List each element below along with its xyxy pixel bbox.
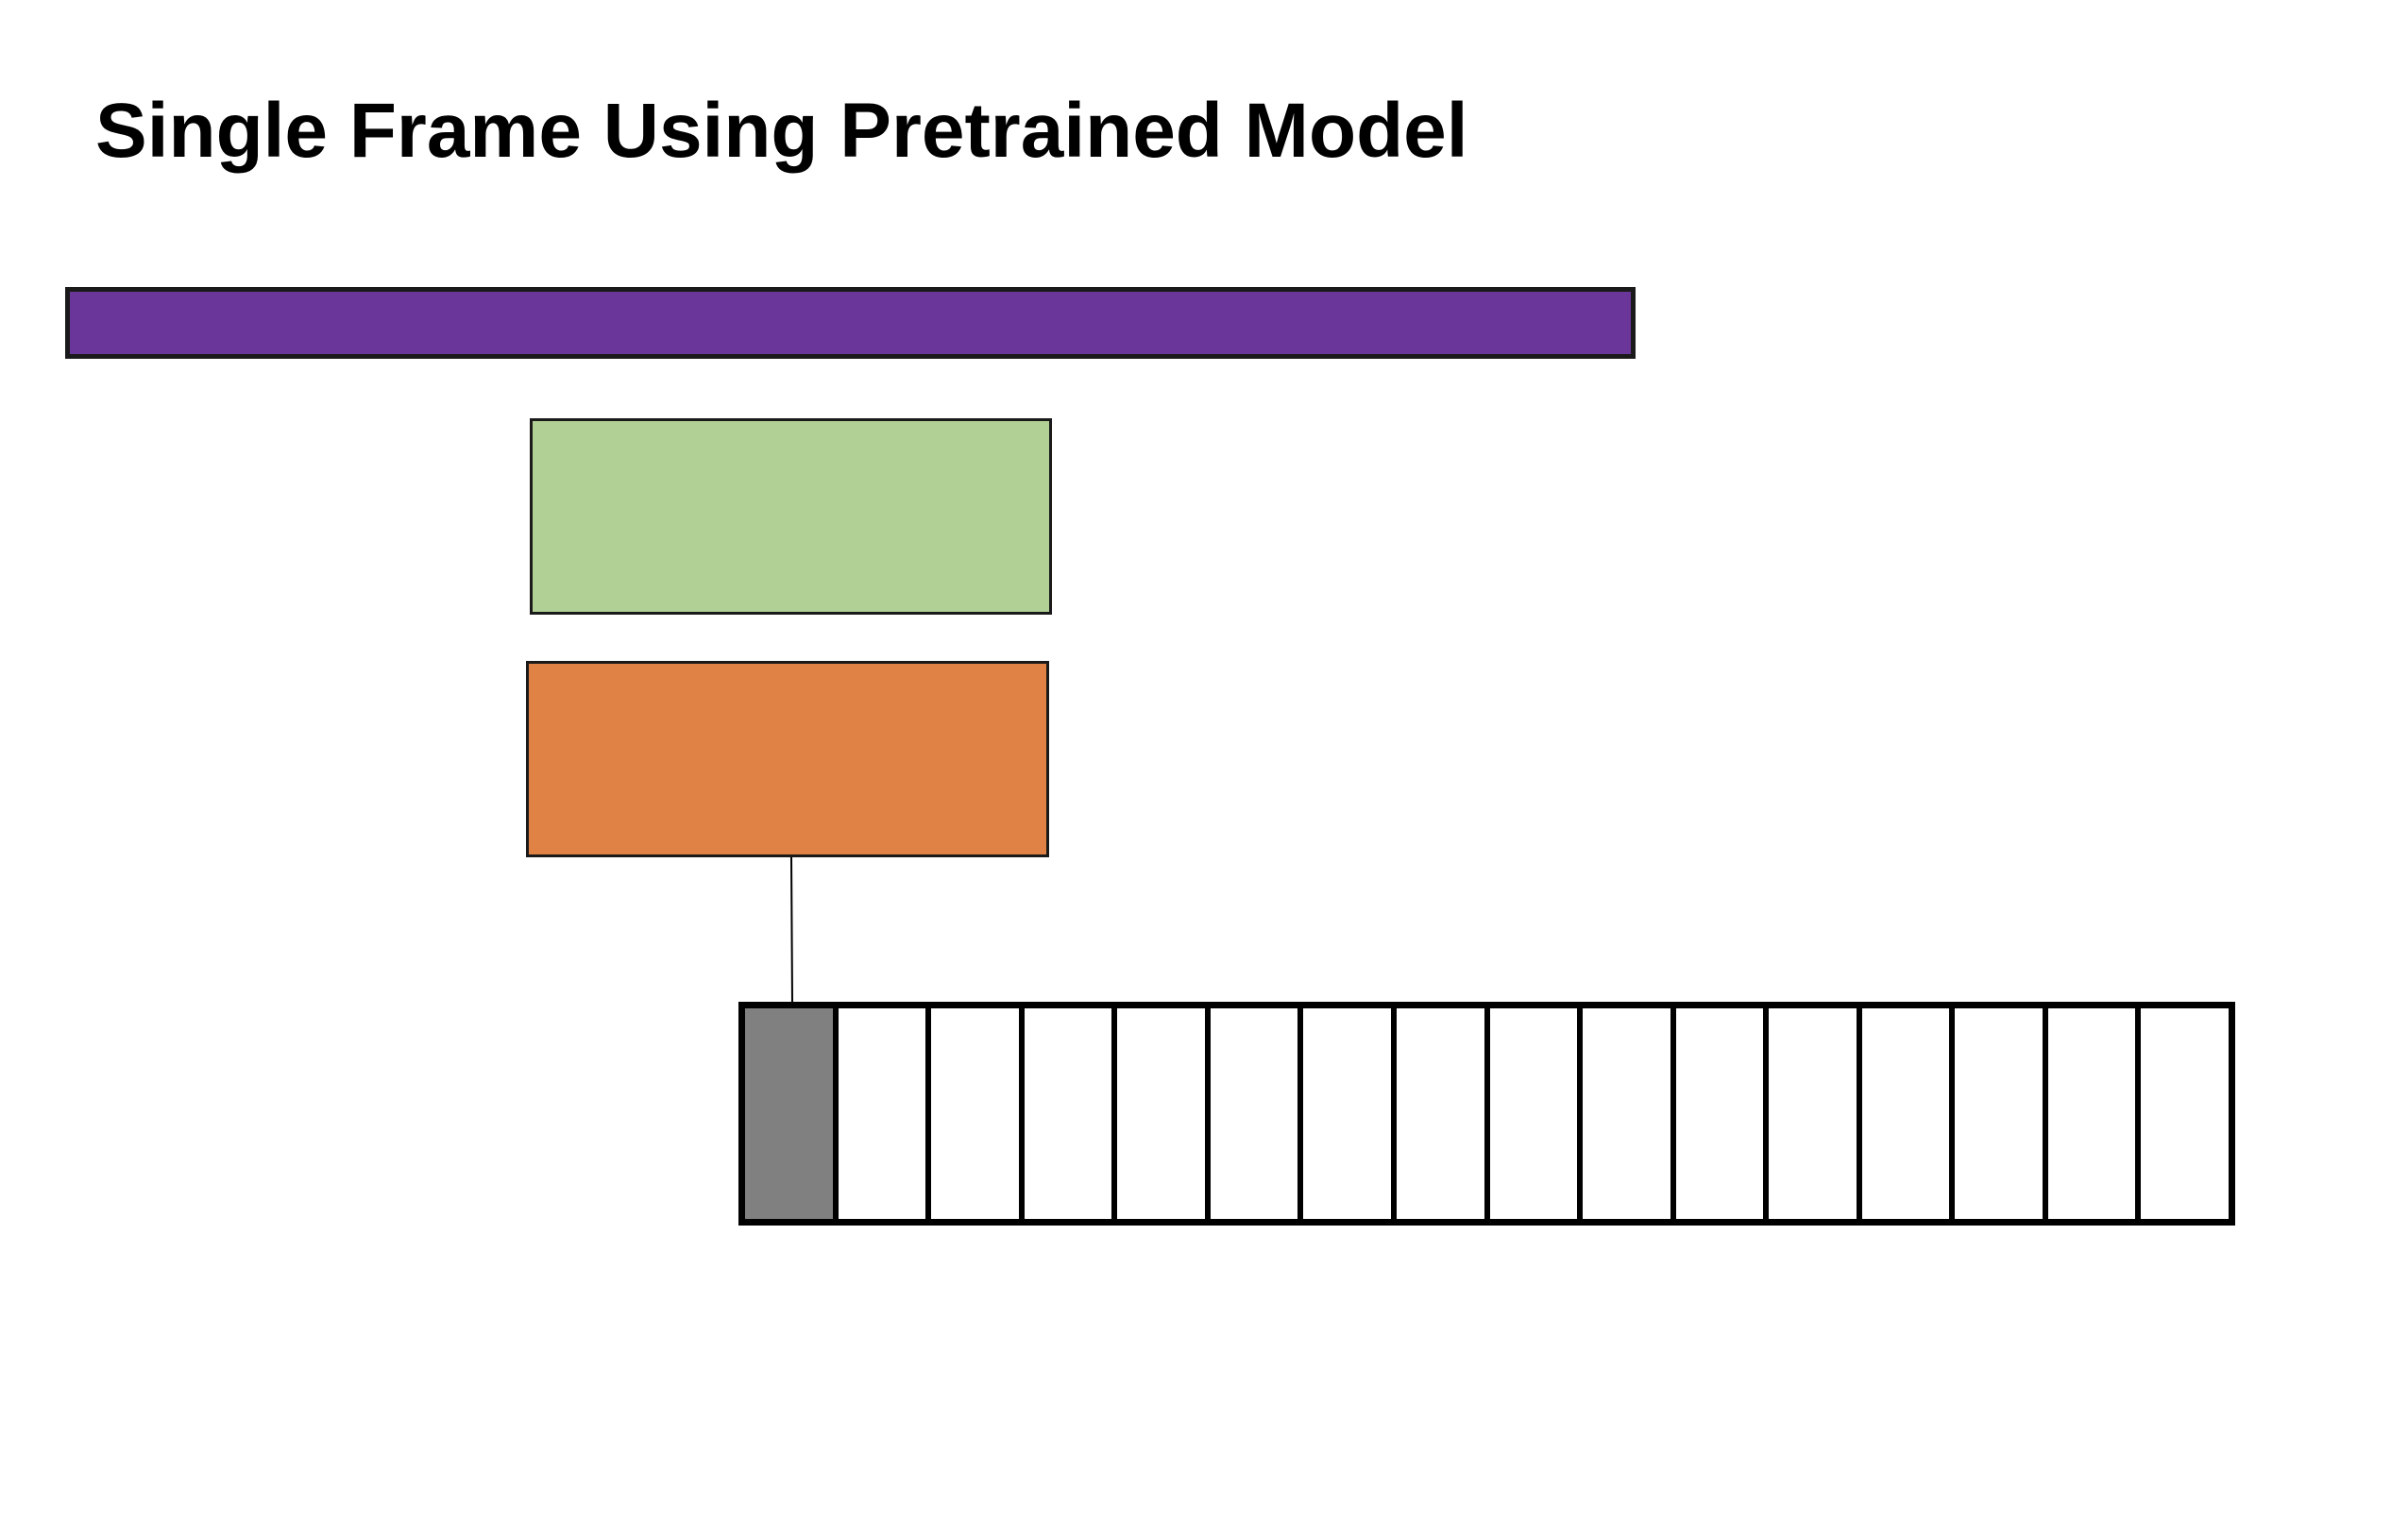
connector-line bbox=[790, 856, 793, 1006]
frame-cell bbox=[832, 1008, 926, 1219]
purple-bar bbox=[65, 287, 1636, 359]
frame-cell bbox=[925, 1008, 1019, 1219]
frame-cell bbox=[2042, 1008, 2136, 1219]
frame-cell bbox=[1390, 1008, 1484, 1219]
frame-cell bbox=[1018, 1008, 1112, 1219]
frame-cell bbox=[1204, 1008, 1298, 1219]
frame-cell bbox=[1670, 1008, 1764, 1219]
frame-cell bbox=[1763, 1008, 1857, 1219]
slide-title: Single Frame Using Pretrained Model bbox=[95, 88, 1468, 174]
frame-cell bbox=[1484, 1008, 1578, 1219]
frame-cell bbox=[1949, 1008, 2043, 1219]
orange-block bbox=[526, 661, 1049, 857]
frame-cell bbox=[1856, 1008, 1950, 1219]
frame-cell bbox=[1111, 1008, 1205, 1219]
frame-cell-selected bbox=[745, 1008, 833, 1219]
frame-cell bbox=[1297, 1008, 1391, 1219]
green-block bbox=[530, 418, 1052, 615]
frame-cell bbox=[2135, 1008, 2229, 1219]
frame-cell bbox=[1577, 1008, 1670, 1219]
frame-strip bbox=[738, 1002, 2235, 1226]
